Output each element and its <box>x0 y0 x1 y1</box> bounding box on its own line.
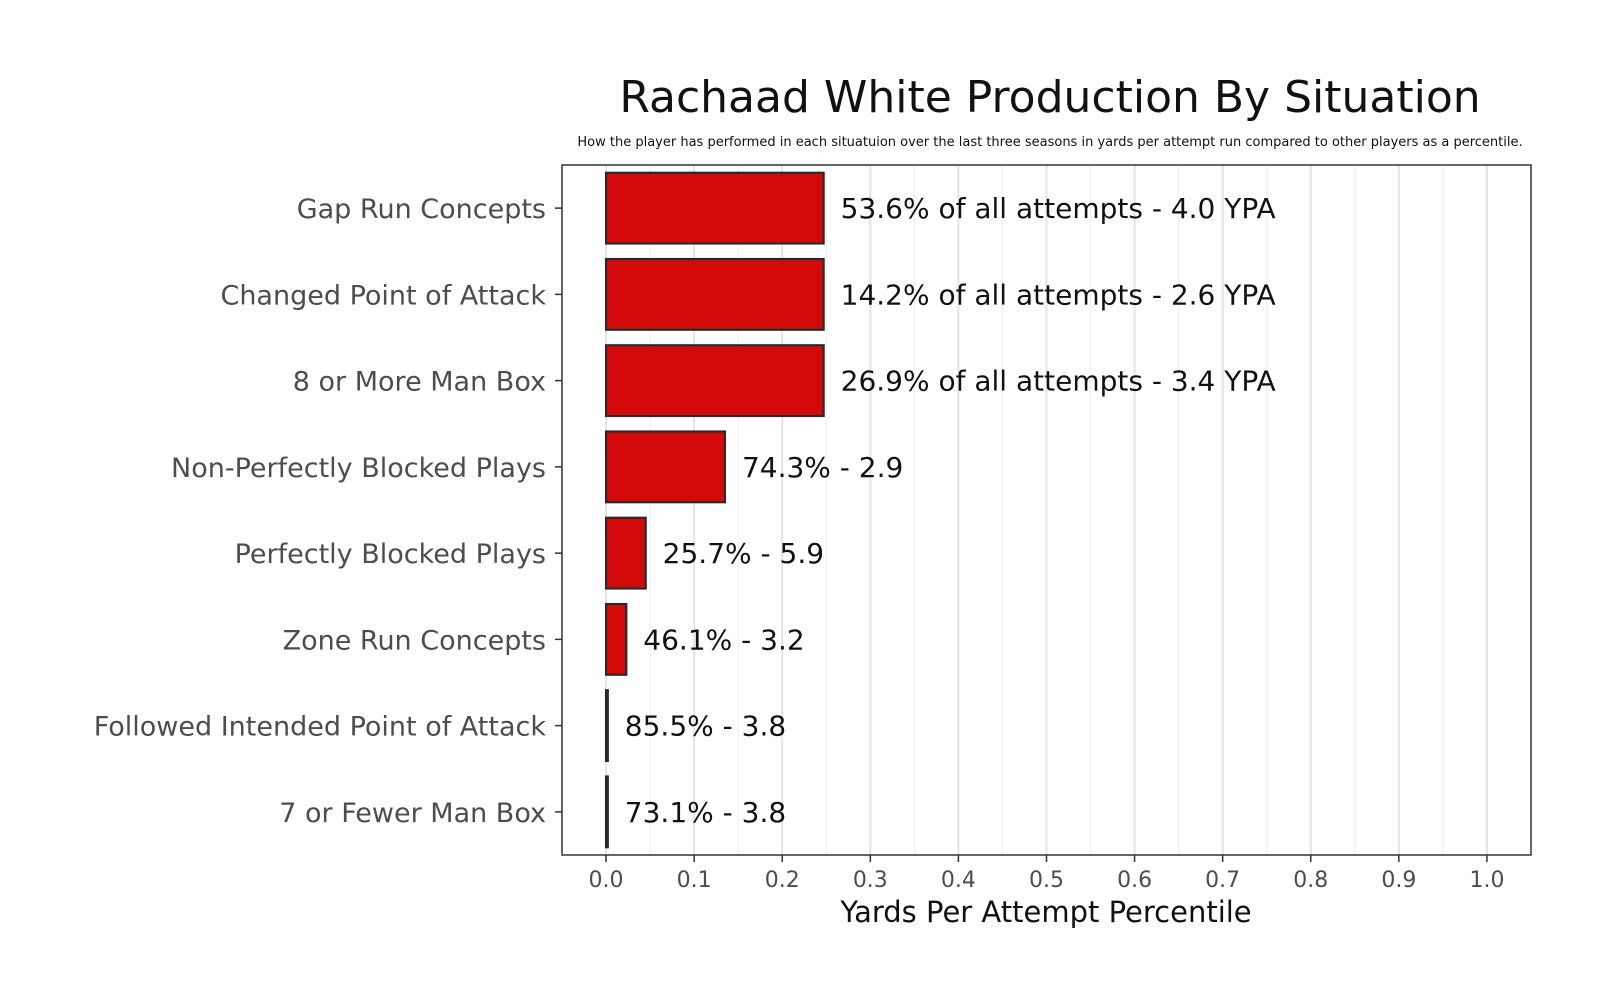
data-label: 85.5% - 3.8 <box>625 710 786 743</box>
data-label: 46.1% - 3.2 <box>643 623 804 656</box>
x-tick-label: 0.4 <box>941 868 976 893</box>
bar <box>604 257 825 331</box>
bar <box>604 689 609 763</box>
x-tick-label: 0.1 <box>677 868 712 893</box>
data-labels: 53.6% of all attempts - 4.0 YPA 14.2% of … <box>625 192 1276 829</box>
x-tick-label: 0.6 <box>1117 868 1152 893</box>
x-tick-label: 0.3 <box>853 868 888 893</box>
x-tick-label: 0.8 <box>1293 868 1328 893</box>
x-axis-title: Yards Per Attempt Percentile <box>839 895 1251 929</box>
x-axis-ticks: 0.0 0.1 0.2 0.3 0.4 0.5 0.6 0.7 0.8 0.9 1.0 <box>589 855 1504 893</box>
category-label: 7 or Fewer Man Box <box>279 798 546 829</box>
data-label: 73.1% - 3.8 <box>625 796 786 829</box>
bar <box>604 516 647 590</box>
data-label: 53.6% of all attempts - 4.0 YPA <box>841 192 1276 225</box>
category-label: Changed Point of Attack <box>220 280 546 311</box>
category-label: Perfectly Blocked Plays <box>235 539 546 570</box>
data-label: 25.7% - 5.9 <box>663 537 824 570</box>
x-tick-label: 0.5 <box>1029 868 1064 893</box>
category-label: Zone Run Concepts <box>283 625 546 656</box>
x-tick-label: 1.0 <box>1469 868 1504 893</box>
bar <box>604 602 628 676</box>
gridlines <box>605 165 1488 855</box>
bars <box>604 171 825 849</box>
category-label: 8 or More Man Box <box>293 367 546 398</box>
category-labels: Gap Run Concepts Changed Point of Attack 8… <box>94 194 562 829</box>
data-label: 14.2% of all attempts - 2.6 YPA <box>841 278 1276 311</box>
bar <box>604 430 727 504</box>
bar <box>604 775 609 849</box>
bar <box>604 171 825 245</box>
data-label: 26.9% of all attempts - 3.4 YPA <box>841 365 1276 398</box>
x-tick-label: 0.7 <box>1205 868 1240 893</box>
bar <box>604 344 825 418</box>
x-tick-label: 0.9 <box>1381 868 1416 893</box>
category-label: Followed Intended Point of Attack <box>94 712 547 743</box>
chart-title: Rachaad White Production By Situation <box>619 72 1480 123</box>
x-tick-label: 0.0 <box>589 868 624 893</box>
x-tick-label: 0.2 <box>765 868 800 893</box>
data-label: 74.3% - 2.9 <box>742 451 903 484</box>
category-label: Non-Perfectly Blocked Plays <box>171 453 546 484</box>
chart-subtitle: How the player has performed in each sit… <box>577 135 1522 150</box>
category-label: Gap Run Concepts <box>297 194 546 225</box>
